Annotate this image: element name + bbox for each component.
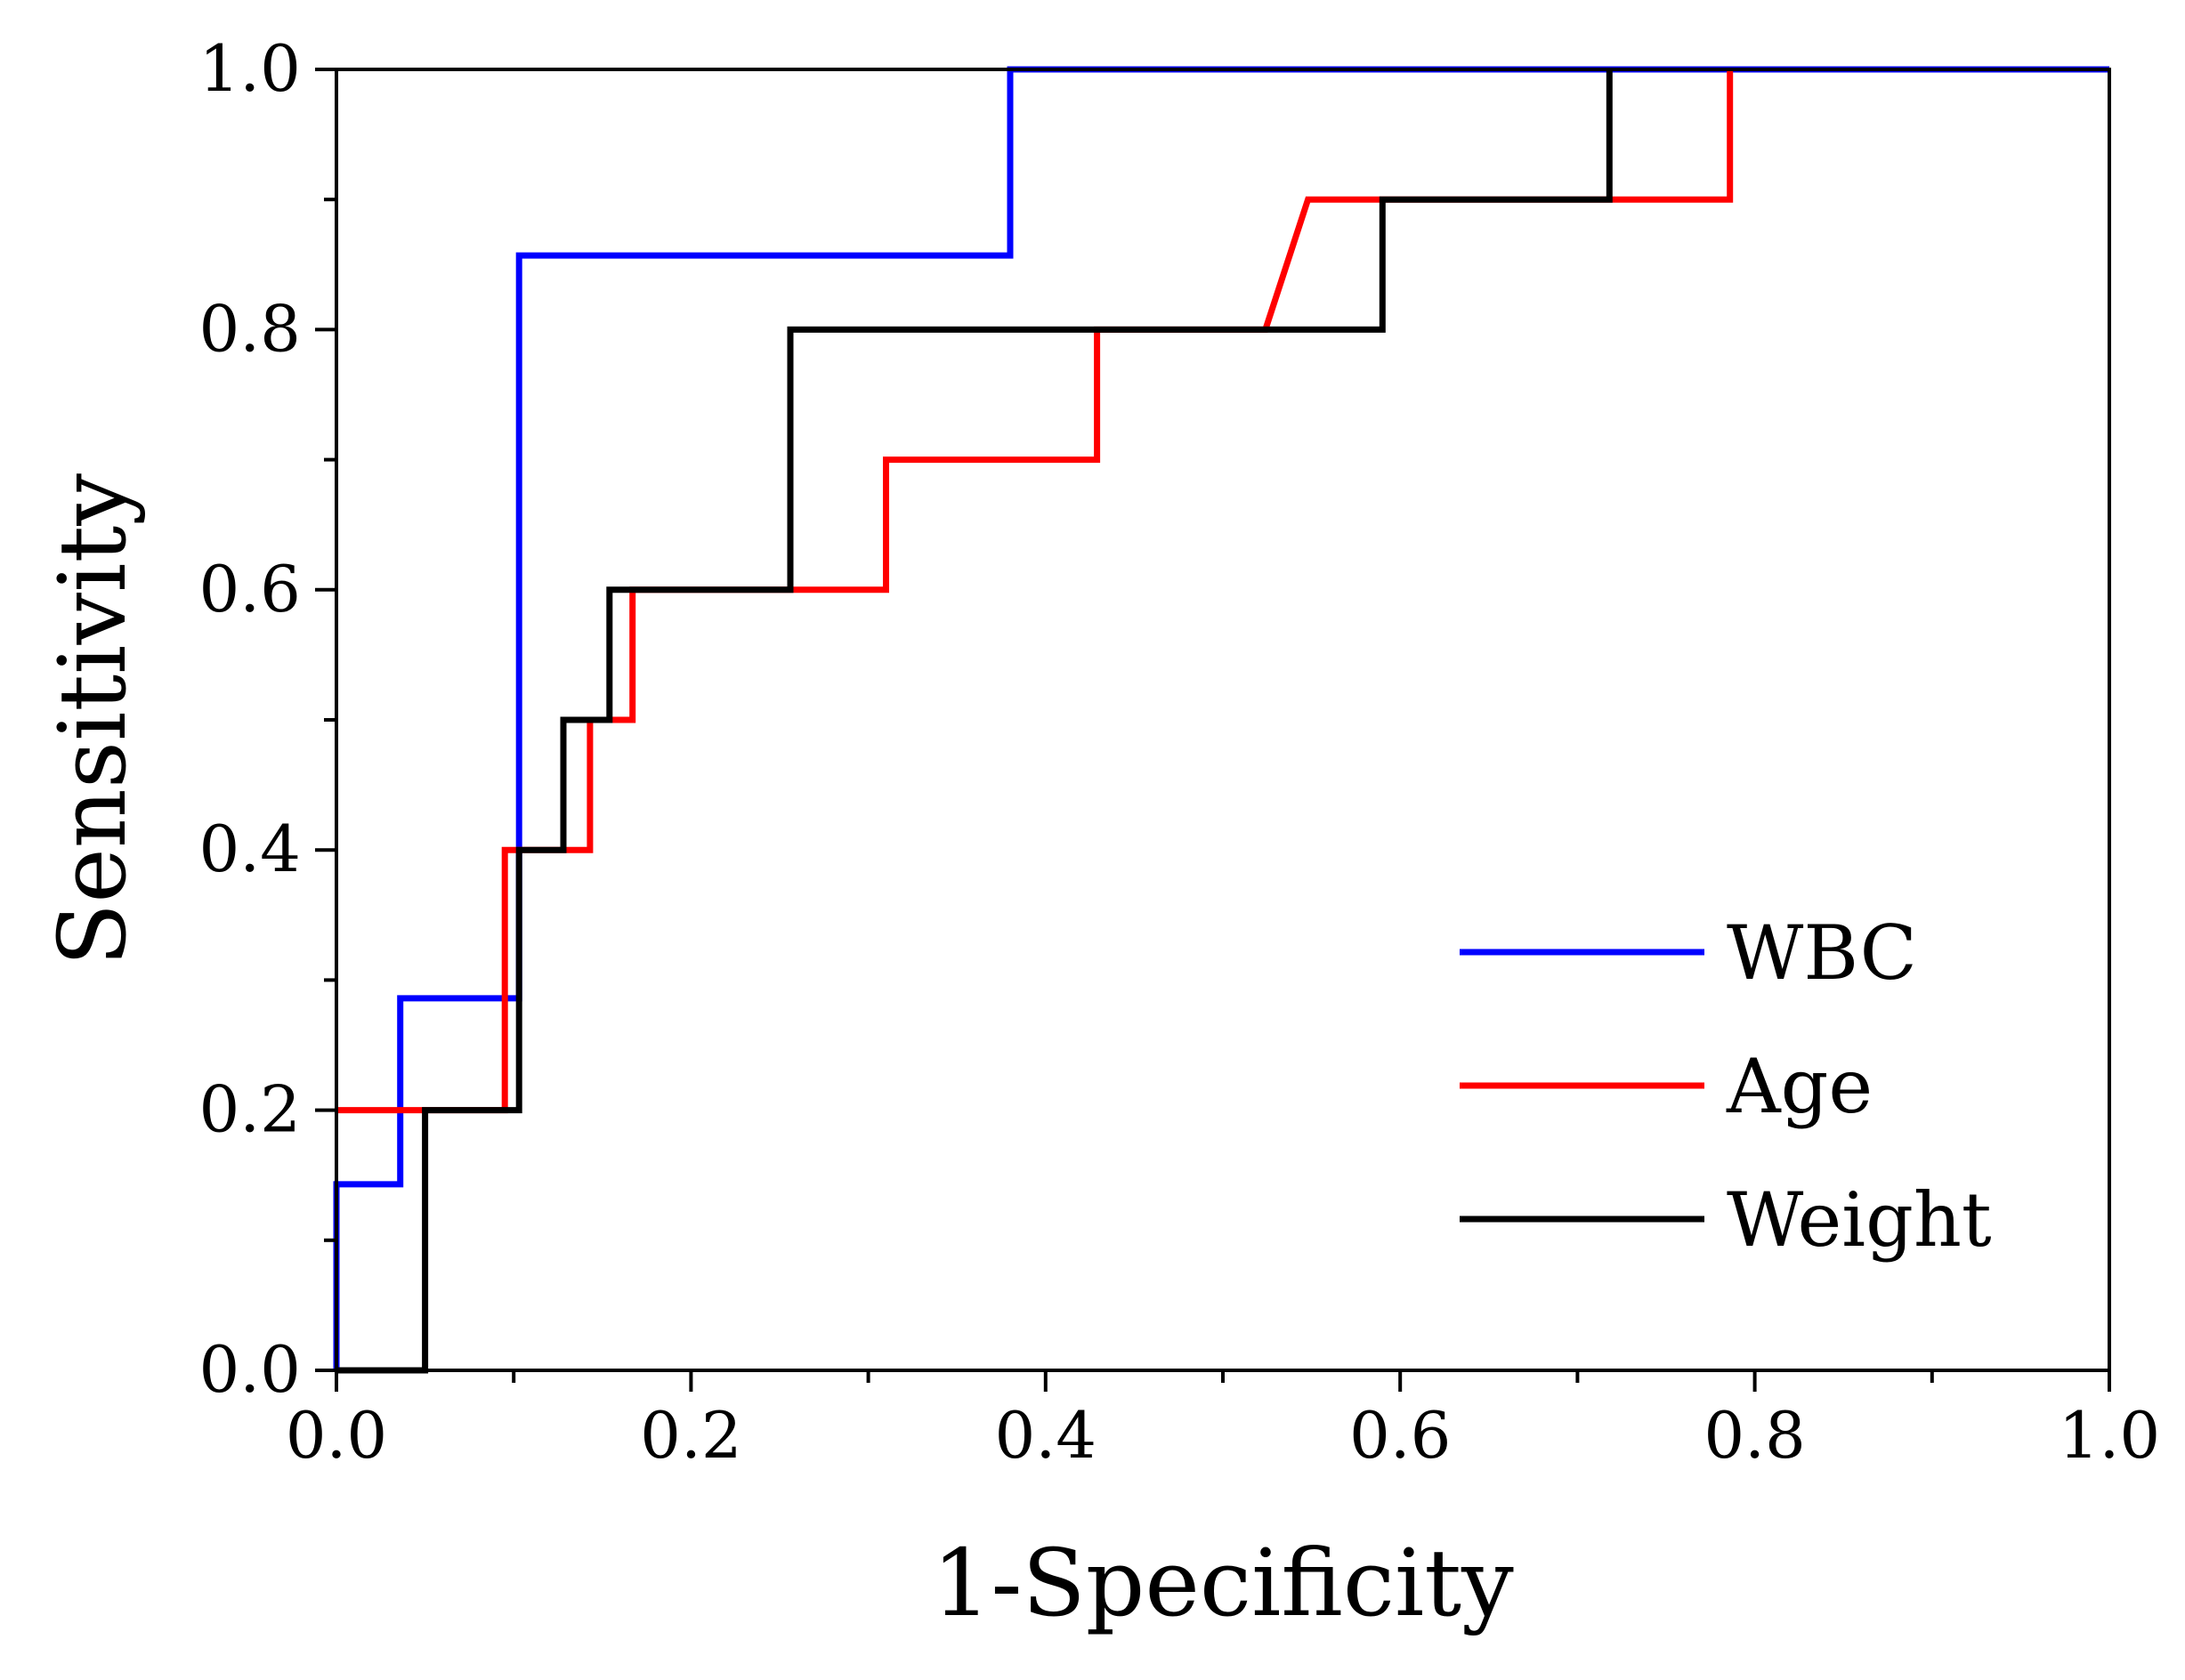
x-tick-label: 1.0	[2059, 1398, 2161, 1473]
x-tick-label: 0.0	[286, 1398, 388, 1473]
legend-label-weight: Weight	[1727, 1176, 1992, 1264]
series-layer	[333, 66, 2109, 1374]
x-tick-label: 0.8	[1703, 1398, 1806, 1473]
y-tick-label: 0.2	[198, 1072, 301, 1147]
series-line-weight	[336, 69, 1613, 1374]
ticks-layer: 0.0 0.2 0.4 0.6 0.8 1.0 0.0 0.2 0.4 0.6 0.8 1.0	[198, 31, 2160, 1473]
y-tick-label: 1.0	[198, 31, 301, 106]
legend: WBC Age Weight	[1460, 909, 1992, 1264]
x-tick-label: 0.6	[1349, 1398, 1452, 1473]
x-axis-title: 1-Specificity	[932, 1529, 1514, 1637]
x-tick-label: 0.4	[995, 1398, 1097, 1473]
legend-label-wbc: WBC	[1727, 909, 1917, 997]
y-axis-title: Sensitivity	[38, 473, 147, 966]
x-tick-label: 0.2	[640, 1398, 742, 1473]
y-tick-label: 0.0	[198, 1332, 301, 1407]
y-tick-label: 0.4	[198, 812, 301, 886]
y-tick-label: 0.6	[198, 552, 301, 626]
y-tick-label: 0.8	[198, 291, 301, 366]
legend-label-age: Age	[1726, 1043, 1873, 1130]
